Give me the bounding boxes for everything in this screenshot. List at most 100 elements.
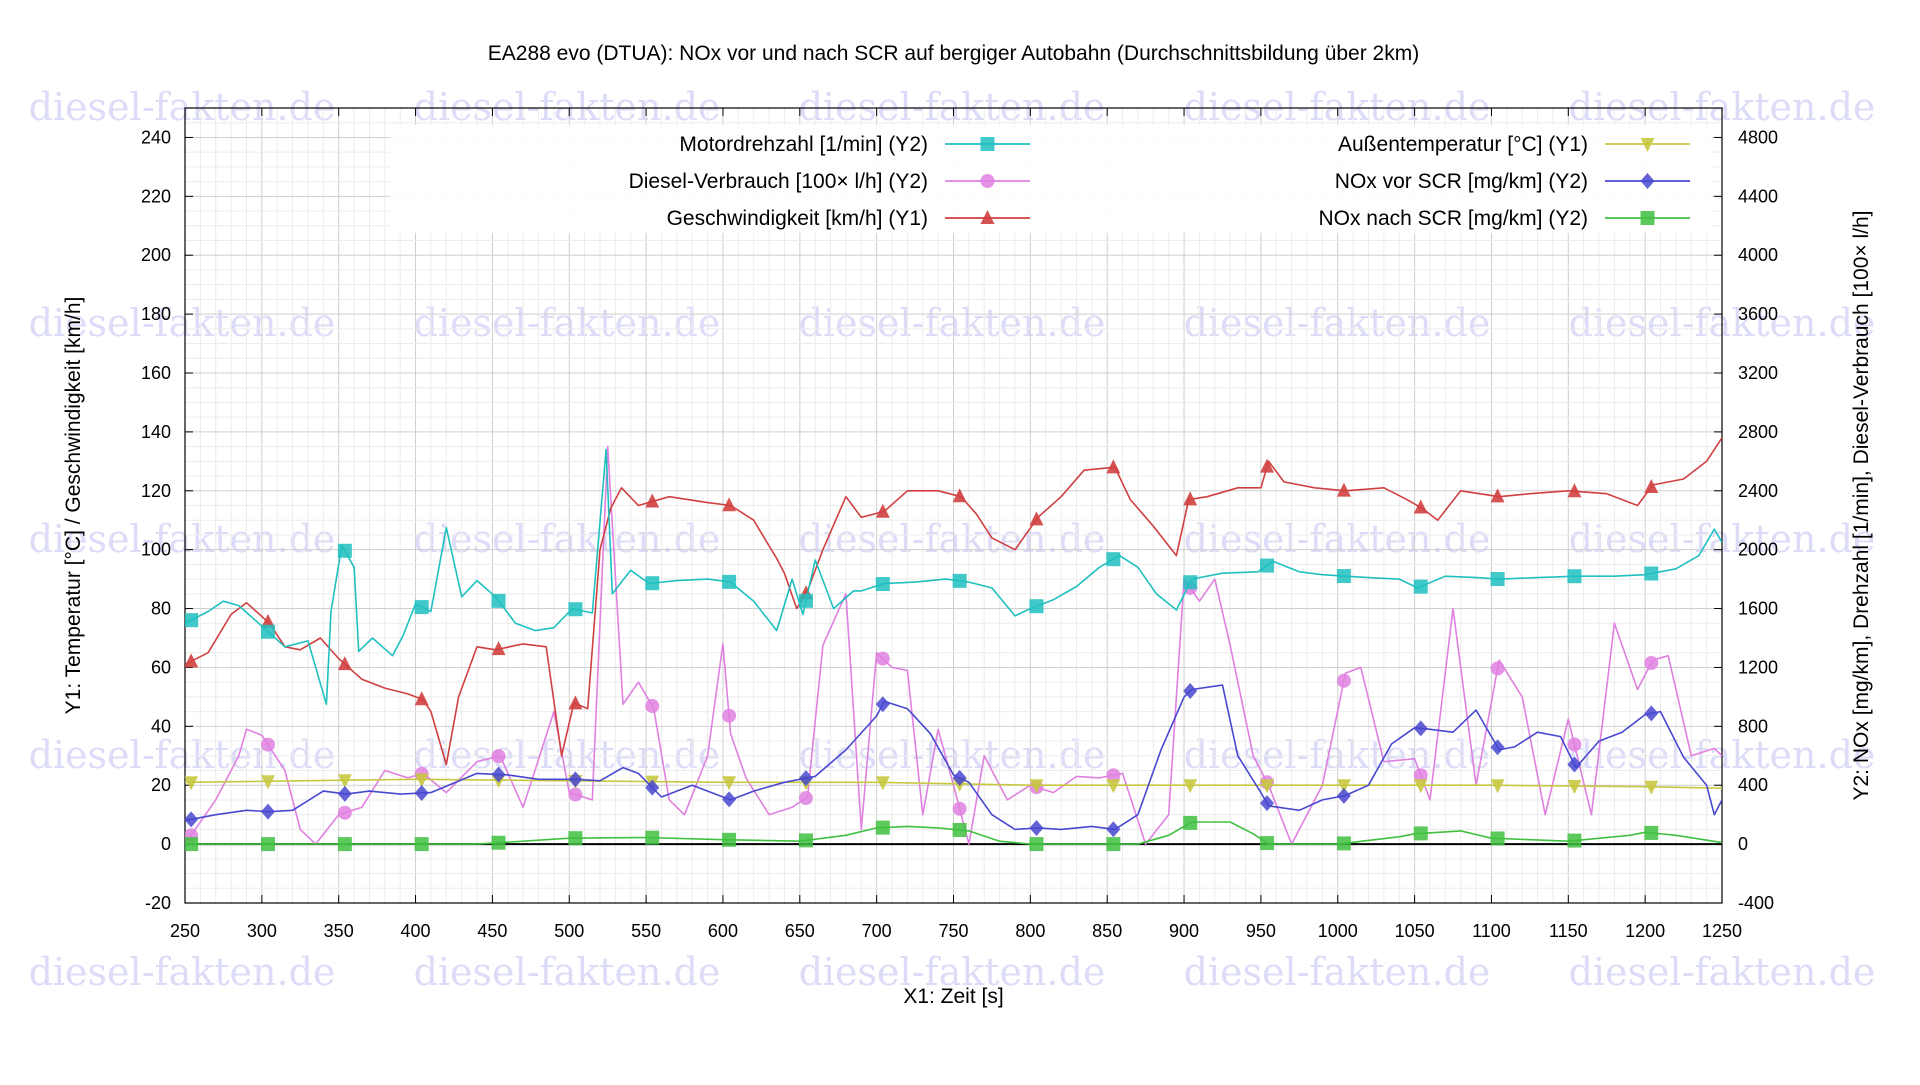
series-point xyxy=(260,837,275,852)
x-tick-label: 900 xyxy=(1169,921,1199,941)
series-point xyxy=(1260,795,1275,812)
chart-title: EA288 evo (DTUA): NOx vor und nach SCR a… xyxy=(488,42,1419,65)
series-point xyxy=(722,574,737,589)
series-point xyxy=(1106,837,1121,852)
x-tick-label: 800 xyxy=(1015,921,1045,941)
watermark: diesel-fakten.de xyxy=(414,85,721,129)
series-5 xyxy=(185,815,1722,852)
series-point xyxy=(798,593,813,608)
series-point xyxy=(1106,779,1121,794)
series-point xyxy=(875,696,890,713)
series-point xyxy=(1106,821,1121,838)
x-tick-label: 600 xyxy=(708,921,738,941)
series-point xyxy=(798,833,813,848)
series-point xyxy=(491,766,506,783)
series-point xyxy=(1029,511,1044,526)
legend-label: NOx nach SCR [mg/km] (Y2) xyxy=(1318,207,1588,230)
legend-swatch-marker xyxy=(980,137,995,151)
series-point xyxy=(1336,836,1351,851)
watermark: diesel-fakten.de xyxy=(414,517,721,561)
series-point xyxy=(875,820,890,835)
x-tick-label: 250 xyxy=(170,921,200,941)
series-point xyxy=(1106,768,1121,783)
series-0 xyxy=(185,448,1722,706)
y2-tick-label: -400 xyxy=(1738,893,1774,913)
series-point xyxy=(1567,833,1582,848)
series-point xyxy=(260,613,275,628)
watermark: diesel-fakten.de xyxy=(1569,950,1876,994)
series-point xyxy=(337,837,352,852)
series-point xyxy=(1644,656,1659,671)
series-point xyxy=(491,835,506,850)
series-point xyxy=(1413,779,1428,794)
series-point xyxy=(1183,815,1198,830)
x-tick-label: 1250 xyxy=(1702,921,1742,941)
series-point xyxy=(722,791,737,808)
y2-axis-label: Y2: NOx [mg/km], Drehzahl [1/min], Diese… xyxy=(1850,211,1873,801)
y1-tick-label: 240 xyxy=(141,127,171,147)
y1-tick-label: 40 xyxy=(151,716,171,736)
watermark: diesel-fakten.de xyxy=(1184,85,1491,129)
y2-tick-label: 400 xyxy=(1738,775,1768,795)
series-point xyxy=(875,503,890,518)
series-line xyxy=(185,821,1722,845)
legend-label: Motordrehzahl [1/min] (Y2) xyxy=(679,133,928,156)
series-point xyxy=(568,602,583,617)
y2-tick-label: 3600 xyxy=(1738,304,1778,324)
y1-tick-label: 100 xyxy=(141,540,171,560)
series-point xyxy=(1260,836,1275,851)
series-point xyxy=(645,830,660,845)
series-point xyxy=(798,770,813,787)
y1-tick-label: 20 xyxy=(151,775,171,795)
y2-tick-label: 4800 xyxy=(1738,127,1778,147)
series-point xyxy=(1260,458,1275,473)
series-point xyxy=(260,737,275,752)
series-point xyxy=(1183,575,1198,590)
series-point xyxy=(1490,661,1505,676)
watermark: diesel-fakten.de xyxy=(414,950,721,994)
y1-tick-label: 0 xyxy=(161,834,171,854)
legend-label: Außentemperatur [°C] (Y1) xyxy=(1338,133,1588,156)
series-point xyxy=(337,543,352,558)
series-point xyxy=(1336,569,1351,584)
legend-item: Diesel-Verbrauch [100× l/h] (Y2) xyxy=(629,170,1030,193)
y2-tick-label: 1600 xyxy=(1738,599,1778,619)
y1-tick-label: 120 xyxy=(141,481,171,501)
series-point xyxy=(1644,705,1659,722)
y1-tick-label: 220 xyxy=(141,186,171,206)
y1-tick-label: 80 xyxy=(151,599,171,619)
series-point xyxy=(798,791,813,806)
series-point xyxy=(260,803,275,820)
x-tick-label: 1150 xyxy=(1549,921,1588,941)
series-point xyxy=(568,771,583,788)
legend-box xyxy=(390,125,1712,233)
series-point xyxy=(952,801,967,816)
x-tick-label: 850 xyxy=(1092,921,1122,941)
series-point xyxy=(722,832,737,847)
watermark: diesel-fakten.de xyxy=(414,301,721,345)
y2-tick-label: 4000 xyxy=(1738,245,1778,265)
y2-tick-label: 2400 xyxy=(1738,481,1778,501)
series-point xyxy=(1644,566,1659,581)
series-point xyxy=(568,695,583,710)
x-axis-label: X1: Zeit [s] xyxy=(903,985,1003,1008)
series-point xyxy=(1336,779,1351,794)
series-point xyxy=(414,785,429,802)
legend-swatch-marker xyxy=(1640,173,1655,189)
series-point xyxy=(1413,826,1428,841)
series-point xyxy=(1490,779,1505,794)
y2-tick-label: 4400 xyxy=(1738,186,1778,206)
y1-tick-label: -20 xyxy=(145,893,171,913)
series-point xyxy=(491,641,506,656)
series-point xyxy=(185,811,199,828)
series-point xyxy=(1413,720,1428,737)
series-point xyxy=(491,593,506,608)
series-point xyxy=(952,769,967,786)
x-tick-label: 300 xyxy=(247,921,277,941)
series-point xyxy=(568,787,583,802)
series-2 xyxy=(185,437,1722,766)
series-point xyxy=(1106,552,1121,567)
series-point xyxy=(337,774,352,789)
